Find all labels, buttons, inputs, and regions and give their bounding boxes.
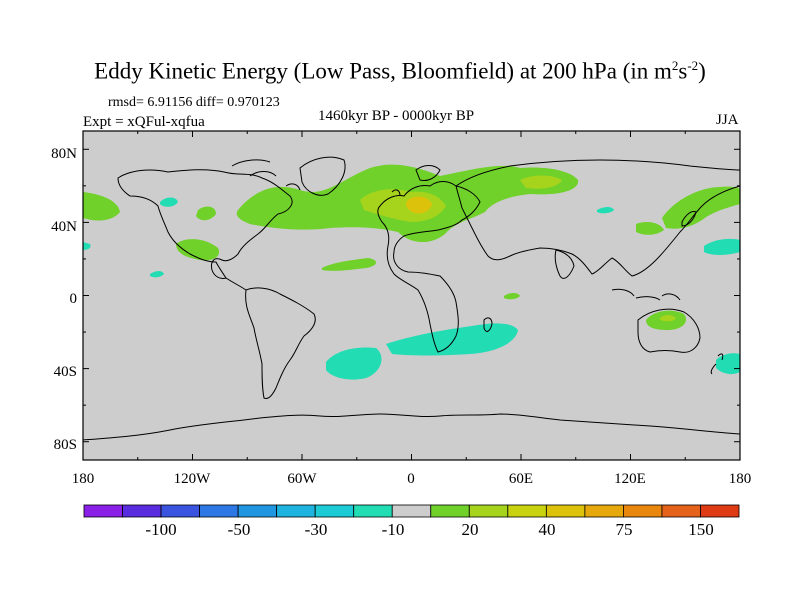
colorbar [83, 504, 740, 518]
coast-madagascar [483, 317, 493, 332]
colorbar-swatch [276, 504, 316, 518]
colorbar-label: -100 [145, 520, 176, 539]
coast-india [554, 249, 575, 279]
anomaly-siberia-core [520, 175, 562, 189]
lat-label-80s: 80S [54, 437, 77, 453]
colorbar-swatch [584, 504, 624, 518]
lon-label-120e: 120E [614, 471, 646, 487]
coast-central-america [225, 277, 247, 291]
stats-text: rmsd= 6.91156 diff= 0.970123 [108, 95, 280, 110]
anomaly-australia-core [660, 315, 676, 322]
anomaly-mid-atlantic [322, 258, 377, 271]
coast-south-america [245, 287, 316, 399]
coast-asia [455, 159, 740, 277]
chart-title: Eddy Kinetic Energy (Low Pass, Bloomfiel… [94, 58, 706, 84]
lon-label-120w: 120W [174, 471, 212, 487]
lat-label-0: 0 [70, 291, 78, 307]
colorbar-swatch [661, 504, 701, 518]
colorbar-swatch [700, 504, 740, 518]
anomaly-neg-south-atlantic [386, 323, 518, 356]
colorbar-swatch [430, 504, 470, 518]
colorbar-swatch [199, 504, 239, 518]
anomaly-neg-tropical-atl [150, 271, 164, 278]
colorbar-label: 40 [539, 520, 556, 539]
colorbar-label: 75 [616, 520, 633, 539]
experiment-label: Expt = xQFul-xqfua [83, 114, 205, 130]
lat-label-40n: 40N [51, 219, 77, 235]
lat-label-40s: 40S [54, 364, 77, 380]
coast-japan [681, 211, 697, 227]
anomaly-neg-arctic-edge [597, 207, 614, 214]
coast-antarctica [83, 413, 740, 441]
colorbar-swatch [545, 504, 586, 518]
anomaly-europe-core [360, 189, 446, 222]
lat-labels: 80N 40N 0 40S 80S [51, 146, 77, 453]
anomaly-equatorial-africa [504, 293, 520, 300]
colorbar-swatch [314, 504, 355, 518]
lon-labels: 180 120W 60W 0 60E 120E 180 [72, 471, 752, 487]
colorbar-labels: -100 -50 -30 -10 20 40 75 150 [145, 520, 713, 539]
colorbar-swatch [623, 504, 663, 518]
lat-label-80n: 80N [51, 146, 77, 162]
colorbar-label: 150 [688, 520, 714, 539]
anomaly-west-edge [83, 192, 120, 221]
colorbar-swatch [507, 504, 547, 518]
lon-label-180w: 180 [72, 471, 95, 487]
anomaly-east-asia [636, 222, 664, 235]
anomaly-us-south [176, 239, 220, 261]
colorbar-label: -50 [228, 520, 251, 539]
anomaly-neg-south-pacific [326, 347, 382, 380]
axis-ticks [82, 131, 741, 460]
colorbar-swatch [353, 504, 393, 518]
anomaly-ne-pacific-blob [196, 206, 216, 221]
anomaly-europe-peak [405, 196, 432, 214]
colorbar-label: 20 [462, 520, 479, 539]
lon-label-60w: 60W [287, 471, 317, 487]
anomaly-neg-west-pacific [704, 238, 740, 255]
colorbar-swatch [160, 504, 200, 518]
coast-new-zealand [710, 353, 724, 375]
season-label: JJA [716, 112, 739, 128]
colorbar-swatch [391, 504, 432, 518]
anomaly-neg-pacific-north [160, 197, 178, 207]
lon-label-0: 0 [407, 471, 415, 487]
coast-arctic-islands [231, 159, 301, 191]
coastlines [83, 156, 740, 441]
colorbar-label: -10 [382, 520, 405, 539]
colorbar-swatch [83, 504, 123, 518]
colorbar-swatch [122, 504, 162, 518]
lon-label-180e: 180 [729, 471, 752, 487]
coast-uk-scandinavia [391, 165, 441, 197]
colorbar-label: -30 [305, 520, 328, 539]
coast-europe-africa [377, 181, 481, 353]
colorbar-swatch [468, 504, 509, 518]
coast-indonesia [611, 288, 681, 301]
coast-greenland [299, 156, 346, 196]
anomaly-neg-west-edge [83, 242, 91, 250]
coast-australia [637, 308, 701, 353]
period-label: 1460kyr BP - 0000kyr BP [318, 108, 475, 124]
colorbar-swatch [237, 504, 278, 518]
lon-label-60e: 60E [509, 471, 533, 487]
